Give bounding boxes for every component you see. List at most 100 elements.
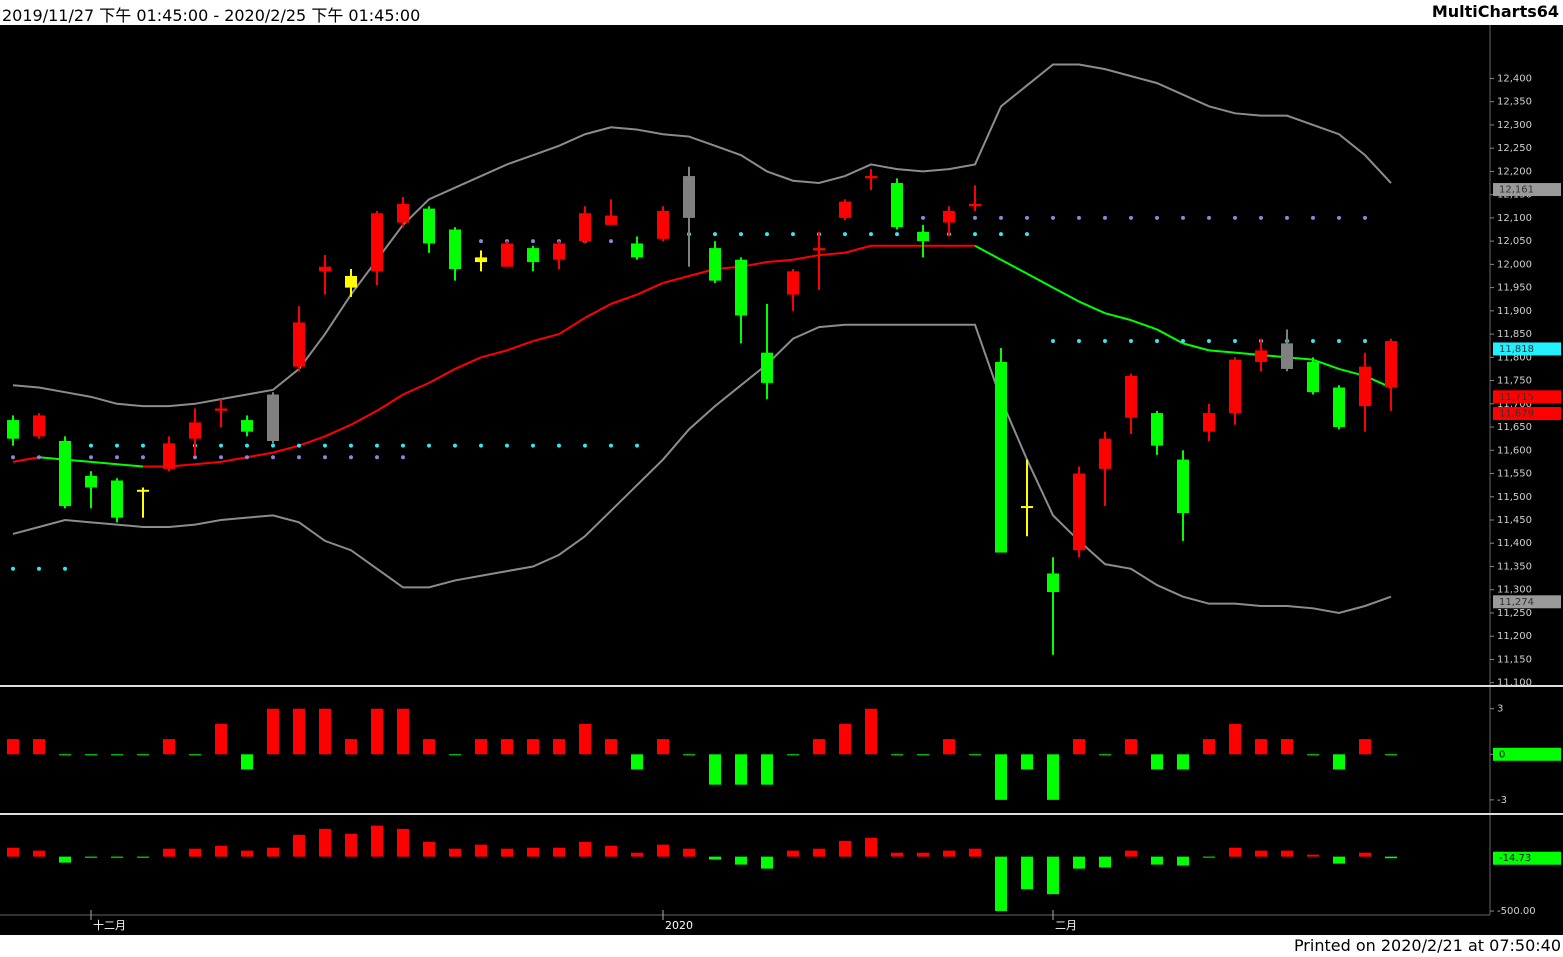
bar [1125, 739, 1137, 755]
bar [761, 754, 773, 785]
bar [683, 754, 695, 756]
bar [267, 847, 279, 857]
bar [943, 850, 955, 857]
candle-body [579, 213, 591, 242]
stop-dot [1233, 215, 1237, 220]
moving-average [350, 409, 378, 426]
moving-average [480, 349, 508, 359]
bar [839, 840, 851, 857]
stop-dot [479, 443, 483, 448]
stop-dot [765, 232, 769, 237]
bar [241, 850, 253, 857]
bar [1047, 856, 1059, 895]
stop-dot [141, 443, 145, 448]
moving-average [506, 340, 534, 352]
bar [475, 844, 487, 857]
candle-body [59, 440, 71, 507]
chart-background [0, 25, 1563, 935]
y-tick-label: 11,900 [1497, 306, 1532, 317]
bar [1255, 850, 1267, 857]
bar [371, 708, 383, 755]
price-marker-label: 11,679 [1499, 409, 1534, 420]
y-tick-label: -3 [1497, 795, 1507, 806]
bar [813, 848, 825, 857]
candle-body [1021, 506, 1033, 509]
bar [683, 848, 695, 857]
y-tick-label: 11,400 [1497, 538, 1532, 549]
bar [527, 739, 539, 755]
price-marker [1493, 595, 1561, 609]
stop-dot [375, 455, 379, 460]
stop-dot [1207, 339, 1211, 344]
candle-body [371, 213, 383, 272]
candle-body [865, 176, 877, 179]
candle-body [293, 322, 305, 367]
date-range: 2019/11/27 下午 01:45:00 - 2020/2/25 下午 01… [2, 6, 421, 25]
moving-average [792, 254, 820, 261]
stop-dot [271, 443, 275, 448]
bar [1047, 754, 1059, 800]
moving-average [298, 435, 326, 447]
y-tick-label: 11,100 [1497, 678, 1532, 689]
stop-dot [1077, 215, 1081, 220]
x-tick-label: 2020 [665, 919, 693, 932]
bar [631, 852, 643, 857]
bar [1125, 850, 1137, 857]
bar [787, 850, 799, 857]
bar [969, 848, 981, 857]
candle-body [137, 489, 149, 492]
last-value-label: 0 [1499, 749, 1505, 760]
bar [527, 847, 539, 857]
stop-dot [297, 443, 301, 448]
bar [267, 708, 279, 755]
stop-dot [245, 455, 249, 460]
bar [1073, 856, 1085, 869]
candle-body [813, 248, 825, 251]
stop-dot [999, 232, 1003, 237]
stop-dot [713, 232, 717, 237]
y-tick-label: 12,000 [1497, 259, 1532, 270]
bar [1151, 856, 1163, 865]
stop-dot [219, 443, 223, 448]
candle-body [605, 215, 617, 225]
moving-average [324, 423, 352, 438]
candle-body [1073, 473, 1085, 551]
stop-dot [1103, 215, 1107, 220]
bar [891, 754, 903, 756]
moving-average [246, 451, 274, 459]
candle-body [85, 475, 97, 488]
y-tick-label: 11,850 [1497, 329, 1532, 340]
bar [449, 754, 461, 756]
stop-dot [1311, 339, 1315, 344]
y-tick-label: -500.00 [1497, 906, 1536, 917]
stop-dot [635, 443, 639, 448]
bar [1073, 739, 1085, 755]
candle-body [683, 176, 695, 218]
y-tick-label: 12,100 [1497, 213, 1532, 224]
bar [579, 723, 591, 755]
bar [605, 739, 617, 755]
candle-body [891, 183, 903, 228]
candle-body [631, 243, 643, 258]
stop-dot [1233, 339, 1237, 344]
moving-average [1104, 312, 1132, 322]
candle-body [215, 408, 227, 411]
candle-body [735, 259, 747, 316]
moving-average [1156, 328, 1184, 345]
candle-body [1255, 350, 1267, 362]
y-tick-label: 11,950 [1497, 283, 1532, 294]
stop-dot [1155, 215, 1159, 220]
bar [501, 848, 513, 857]
y-tick-label: 11,450 [1497, 515, 1532, 526]
stop-dot [1051, 215, 1055, 220]
bollinger-band [12, 323, 1392, 614]
bar [1359, 852, 1371, 857]
candle-body [787, 271, 799, 295]
bar [813, 739, 825, 755]
stop-dot [843, 232, 847, 237]
bar [371, 825, 383, 857]
bar [865, 708, 877, 755]
candle-body [501, 243, 513, 267]
bar [163, 739, 175, 755]
